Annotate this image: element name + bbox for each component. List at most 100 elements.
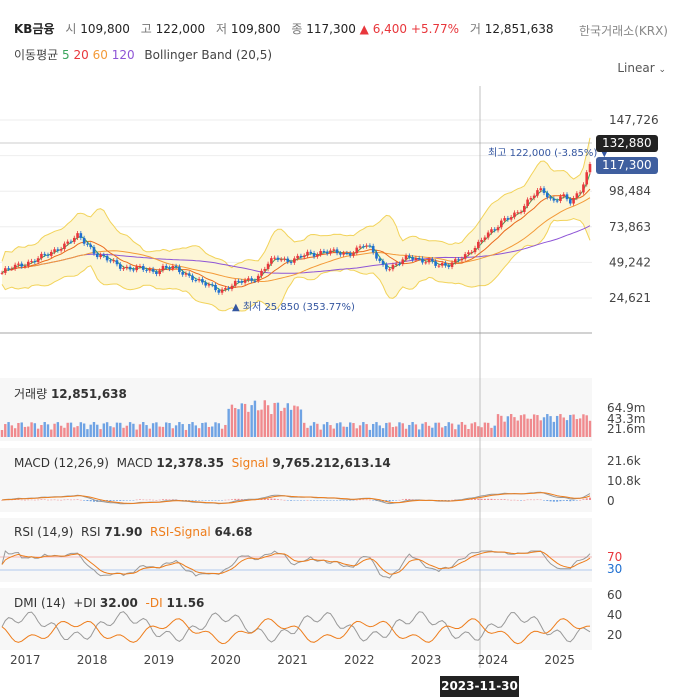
y-tick-label: 98,484: [609, 184, 651, 198]
volume-bar: [20, 422, 23, 437]
volume-bar: [168, 423, 171, 437]
candle-body: [253, 280, 257, 282]
volume-bar: [437, 422, 441, 437]
macd-hist-bar: [556, 500, 559, 502]
candle-body: [348, 253, 352, 256]
ma20-legend[interactable]: 20: [73, 48, 89, 62]
macd-signal-value: 9,765.212,613.14: [272, 456, 391, 470]
candle-body: [266, 263, 270, 270]
macd-hist-bar: [86, 500, 89, 501]
volume-bar: [513, 417, 516, 437]
macd-hist-bar: [552, 500, 555, 502]
y-tick-label: 49,242: [609, 255, 651, 269]
volume-title: 거래량: [14, 387, 48, 401]
candle-body: [197, 279, 201, 281]
volume-bar: [362, 422, 365, 437]
volume-bar: [128, 422, 132, 437]
candle-body: [493, 229, 497, 231]
candle-body: [342, 253, 345, 255]
candle-body: [555, 200, 559, 202]
macd-hist-bar: [539, 499, 542, 501]
low-annotation: ▲ 최저 25,850 (353.77%): [232, 301, 355, 313]
last-price-tag: 117,300: [596, 157, 658, 174]
candle-body: [490, 229, 493, 233]
volume-bar: [250, 405, 253, 437]
scale-dropdown[interactable]: Linear ⌄: [617, 61, 666, 75]
ma60-line: [1, 197, 591, 283]
candle-body: [105, 255, 109, 261]
ma120-legend[interactable]: 120: [111, 48, 135, 62]
candle-body: [388, 269, 391, 271]
volume-bar: [500, 415, 503, 437]
volume-bar: [286, 403, 289, 437]
volume-bar: [211, 426, 214, 437]
ma60-legend[interactable]: 60: [92, 48, 108, 62]
candle-body: [408, 255, 411, 258]
volume-bar: [293, 405, 296, 437]
ma5-legend[interactable]: 5: [62, 48, 70, 62]
candle-body: [391, 264, 395, 270]
candle-body: [141, 266, 145, 270]
close-value: 117,300: [306, 22, 356, 36]
macd-hist-bar: [132, 500, 135, 501]
bb-legend[interactable]: Bollinger Band (20,5): [144, 48, 273, 62]
candle-body: [171, 265, 175, 269]
volume-bar: [503, 421, 506, 437]
volume-bar: [506, 416, 510, 437]
volume-bar: [454, 429, 457, 437]
macd-hist-bar: [263, 498, 266, 500]
candle-body: [187, 273, 191, 276]
volume-bar: [4, 424, 7, 437]
volume-bar: [555, 415, 559, 437]
macd-hist-bar: [204, 500, 207, 501]
macd-hist-bar: [516, 499, 519, 501]
candle-body: [431, 259, 434, 262]
macd-hist-bar: [447, 500, 450, 501]
macd-hist-bar: [43, 499, 46, 501]
volume-bar: [562, 417, 565, 437]
volume-bar: [309, 425, 312, 437]
candle-body: [233, 280, 237, 286]
bollinger-fill: [2, 137, 590, 311]
volume-bar: [542, 417, 546, 437]
candle-body: [529, 198, 533, 200]
macd-hist-bar: [411, 499, 414, 500]
volume-bar: [89, 424, 92, 437]
macd-hist-bar: [293, 500, 296, 501]
rsi-tick-30: 30: [607, 562, 623, 576]
high-label: 고: [140, 22, 152, 36]
volume-bar: [86, 429, 89, 437]
macd-hist-bar: [207, 500, 210, 501]
volume-bar: [289, 409, 293, 437]
macd-hist-bar: [572, 500, 575, 501]
candle-body: [447, 265, 451, 267]
candle-body: [155, 271, 158, 275]
bollinger-lower: [1, 217, 591, 312]
macd-hist-bar: [46, 499, 49, 501]
volume-bar: [401, 423, 404, 437]
candle-body: [440, 263, 444, 266]
candle-body: [43, 253, 47, 255]
candle-body: [496, 227, 500, 231]
volume-bar: [470, 423, 473, 437]
macd-hist-bar: [184, 500, 187, 501]
candle-body: [237, 280, 240, 282]
macd-tick-3: 0: [607, 494, 615, 508]
candle-body: [552, 198, 556, 201]
candle-body: [526, 199, 529, 206]
macd-hist-bar: [497, 499, 500, 500]
macd-hist-bar: [526, 499, 529, 501]
volume-bar: [483, 422, 487, 437]
macd-hist-bar: [546, 500, 549, 501]
candle-body: [240, 281, 244, 283]
candle-body: [394, 263, 398, 265]
candle-body: [82, 237, 86, 244]
macd-hist-bar: [40, 499, 43, 500]
candle-body: [322, 251, 326, 253]
candle-body: [532, 195, 536, 199]
macd-hist-bar: [53, 499, 56, 501]
x-axis-label: 2018: [77, 653, 108, 667]
volume-bar: [539, 420, 542, 437]
volume-bar: [112, 427, 115, 437]
